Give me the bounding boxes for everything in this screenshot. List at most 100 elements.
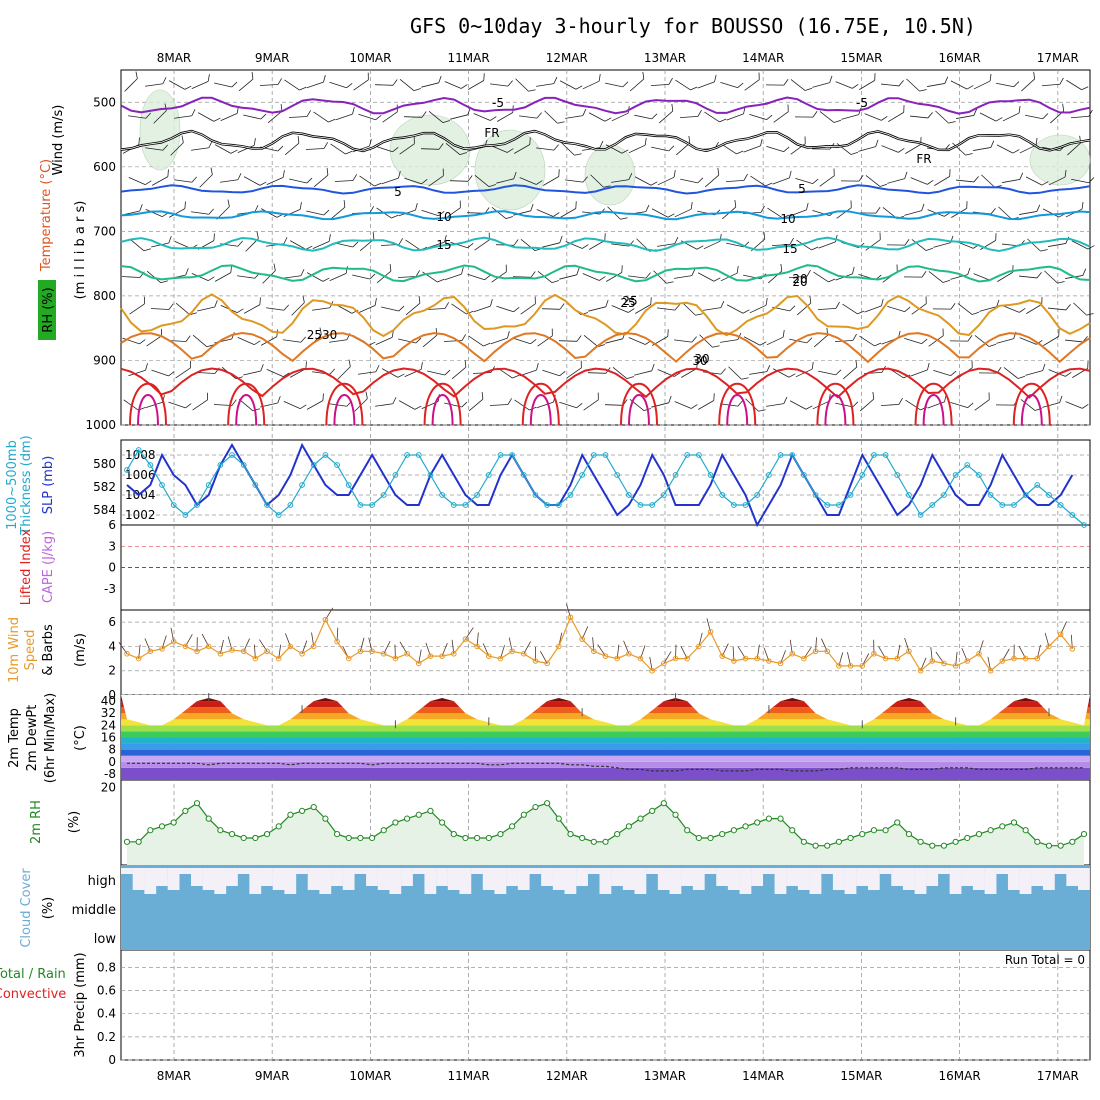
wind-barb-shaft [565,115,583,119]
wind-barb [266,304,290,311]
wind-barb-shaft [1002,112,1020,122]
wind-barb-shaft [1042,402,1060,408]
cloud-high-gap [132,868,145,890]
wind-barb-flag [505,216,513,220]
wind-barb-flag [461,334,467,341]
wind-barb-flag [230,149,238,154]
rh-tick: 20 [101,781,116,795]
wind-barb-flag [490,298,493,307]
wind-barb [813,271,836,283]
wind-barb-shaft [749,304,767,314]
wind-barb-shaft [682,302,696,316]
wind-barb [910,362,930,377]
wind-barb-shaft [398,400,416,410]
wind-barb-shaft [653,270,667,284]
wind10-point [719,653,726,659]
wind10-point [287,643,294,650]
wind-barb-shaft [335,242,353,248]
date-label-bottom: 15MAR [840,1069,882,1083]
wind-barb [513,337,537,345]
wind-barb [606,265,623,282]
wind-barb-shaft [284,79,300,91]
wind-barb-flag [604,233,606,241]
wind-barb-shaft [859,80,875,90]
wind-barb [537,271,559,284]
wind-barb-flag [168,236,172,244]
wind-barb-flag [921,338,928,344]
wind-barb [128,112,152,119]
cloud-high-gap [984,868,997,894]
wind-barb-shaft [559,274,577,280]
wind-barb-flag [369,206,375,213]
wind-barb-flag [369,273,376,280]
contour-label: 25 [620,296,635,310]
wind-barb [675,135,691,156]
wind-barb-shaft [404,177,422,185]
rh-point [672,811,679,818]
wind10-point [229,647,235,653]
wind-barb [766,396,788,407]
wind-barb-flag [277,78,283,85]
wind-barb-flag [230,265,232,273]
wind-barb [542,369,566,377]
wind-barb-flag [191,244,198,249]
wind-barb-shaft [881,83,899,87]
wind-barb-shaft [375,403,393,407]
wind-barb [812,75,833,88]
thickness-point [987,492,994,498]
wind-barb-shaft [773,111,789,123]
wind-barb-flag [622,81,629,88]
wind-barb-shaft [122,337,140,345]
wind10-point [170,638,177,645]
wind-barb-flag [811,362,814,370]
wind-barb-shaft [790,79,806,91]
cloud-high-gap [529,868,542,874]
rh-point [158,823,166,830]
wind-barb-flag [995,117,1003,122]
cloud-high-gap [447,868,460,890]
temp-band [121,755,1090,762]
wind-barb-shaft [474,239,490,251]
wind-barb-flag [944,76,949,84]
wind-barb-shaft [262,270,276,284]
wind10-point [579,636,585,642]
wind-barb [491,207,513,220]
wind10-point [369,648,375,655]
rh-point [637,815,644,822]
thickness-point [695,452,702,458]
rh-point [415,811,422,818]
slp-tick: 1006 [125,468,156,482]
wind-barb [865,232,881,251]
temp-band [121,731,1090,738]
wind-barb-flag [691,268,696,276]
wind-barb-shaft [306,272,324,282]
wind-barb [490,145,514,153]
cloud-high-gap [167,868,180,890]
wind-barb [352,138,372,153]
wind-barb-shaft [490,83,508,87]
wind-barb-flag [254,340,261,345]
wind-barb [267,104,283,124]
date-label-bottom: 14MAR [742,1069,784,1083]
wind-barb-flag [161,328,162,336]
rh-point [625,823,632,830]
wind-barb [213,399,237,406]
wind-barb [174,176,198,183]
wind-barb-flag [850,151,859,155]
wind-barb-flag [763,231,766,240]
wind-barb [605,144,629,154]
temp-tick: 40 [101,694,116,708]
wind-barb-flag [138,137,140,145]
wind-barb [214,81,238,88]
wind10-point [1022,655,1029,662]
wind-barb-flag [927,362,930,371]
wind-barb [124,71,138,92]
wind-barb [674,202,693,218]
wind-barb-shaft [789,209,807,217]
wind-barb-shaft [151,369,169,377]
wind-barb-shaft [398,338,416,344]
wind-barb [651,145,675,152]
wind-barb-shaft [819,175,835,187]
wind-barb-flag [811,246,819,251]
wind-barb-flag [833,168,835,176]
